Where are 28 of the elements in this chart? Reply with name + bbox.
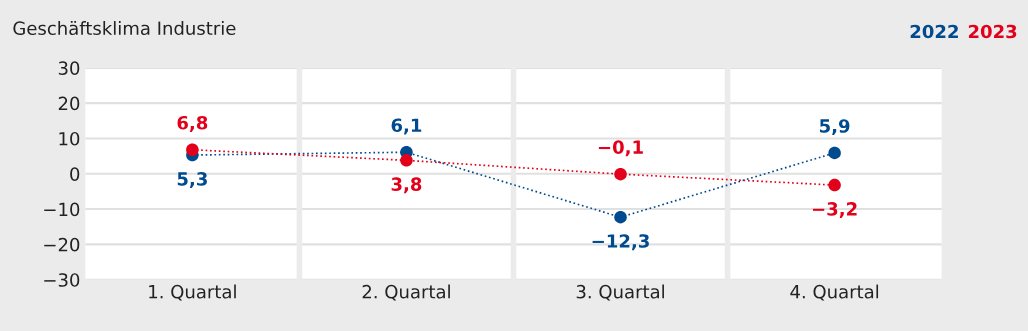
y-tick-label: 30 bbox=[58, 61, 80, 75]
y-tick-label: −10 bbox=[44, 202, 80, 217]
data-label: 5,9 bbox=[820, 119, 850, 136]
y-tick-label: 0 bbox=[70, 167, 80, 181]
point bbox=[400, 154, 413, 167]
point bbox=[828, 178, 841, 192]
data-label: −3,2 bbox=[812, 202, 857, 219]
point bbox=[614, 167, 627, 181]
y-tick-label: 10 bbox=[59, 131, 80, 146]
y-tick-label: 20 bbox=[58, 96, 80, 111]
chart-title: Geschäftsklima Industrie bbox=[13, 21, 236, 36]
text: 2023 bbox=[968, 24, 1017, 39]
data-label: 3,8 bbox=[391, 177, 422, 194]
x-tick-label: 4. Quartal bbox=[790, 284, 879, 301]
point bbox=[614, 210, 627, 224]
x-tick-label: 3. Quartal bbox=[576, 284, 664, 301]
point bbox=[186, 143, 199, 157]
x-tick-label: 1. Quartal bbox=[149, 284, 236, 301]
data-label: −0,1 bbox=[598, 140, 643, 157]
x-tick-label: 2. Quartal bbox=[362, 284, 450, 301]
data-label: 5,3 bbox=[177, 172, 207, 189]
point bbox=[828, 146, 841, 160]
data-label: 6,8 bbox=[177, 115, 208, 132]
text: 2022 bbox=[910, 24, 958, 39]
data-label: 6,1 bbox=[391, 118, 422, 135]
data-label: −12,3 bbox=[592, 234, 649, 251]
y-tick-label: −20 bbox=[44, 237, 80, 252]
y-tick-label: −30 bbox=[44, 273, 80, 287]
